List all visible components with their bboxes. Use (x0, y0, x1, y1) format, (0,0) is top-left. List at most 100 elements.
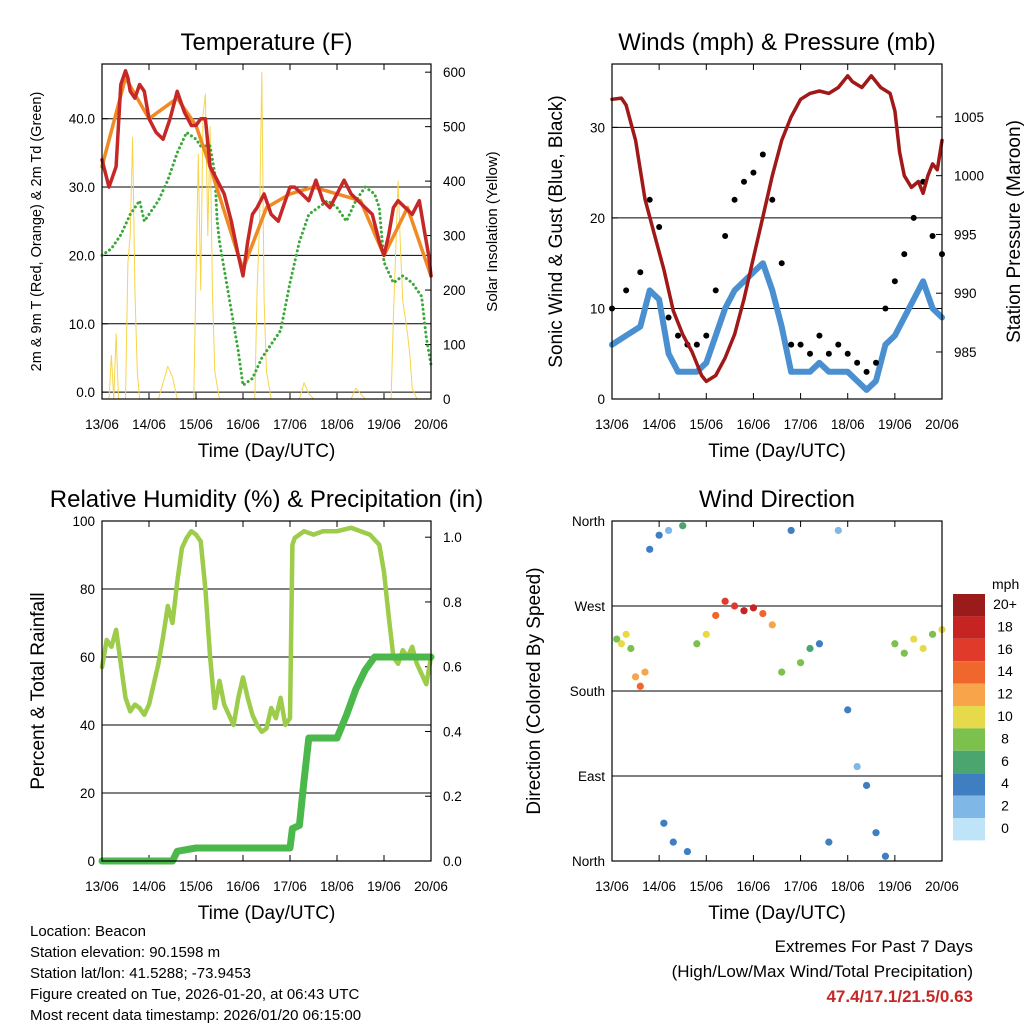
direction-ylabel: Direction (Colored By Speed) (524, 567, 545, 814)
humidity-xtick-label: 14/06 (132, 879, 166, 894)
humidity-xtick-label: 13/06 (85, 879, 119, 894)
direction-dot (641, 668, 649, 676)
colorbar-swatch (953, 661, 985, 684)
colorbar-label: 2 (1001, 798, 1009, 814)
temp-2m-line (100, 69, 433, 278)
gust-dot (665, 314, 672, 321)
direction-dot (622, 630, 630, 638)
gust-dot (891, 278, 898, 285)
direction-ytick-label: East (578, 769, 605, 784)
extremes-box: Extremes For Past 7 Days (High/Low/Max W… (553, 934, 973, 1009)
colorbar-swatch (953, 683, 985, 706)
temperature-y2tick-label: 400 (443, 174, 466, 189)
colorbar-label: 12 (997, 686, 1013, 702)
gust-dot (807, 350, 813, 357)
direction-ytick-label: North (572, 854, 605, 869)
gust-dot (712, 287, 719, 294)
humidity-y2tick-label: 1.0 (443, 530, 462, 545)
direction-dot (683, 847, 692, 856)
winds-xtick-label: 20/06 (925, 417, 959, 432)
direction-dot (910, 635, 918, 643)
direction-xtick-label: 13/06 (595, 879, 629, 894)
temperature-y2tick-label: 200 (443, 283, 466, 298)
colorbar-label: 0 (1001, 820, 1009, 836)
direction-dot (740, 607, 748, 615)
total-rainfall-line (98, 653, 435, 865)
humidity-ytick-label: 0 (87, 854, 95, 869)
direction-dot (891, 640, 899, 648)
temperature-xtick-label: 18/06 (320, 417, 354, 432)
humidity-xtick-label: 19/06 (367, 879, 401, 894)
gust-dot (825, 350, 832, 357)
gust-dot (741, 178, 747, 185)
humidity-xlabel: Time (Day/UTC) (198, 903, 336, 924)
colorbar-swatch (953, 594, 985, 617)
humidity-ytick-label: 60 (80, 650, 95, 665)
temperature-y2tick-label: 0 (443, 392, 451, 407)
temperature-xtick-label: 13/06 (85, 417, 119, 432)
direction-dot (669, 838, 677, 846)
direction-dot (660, 819, 668, 827)
colorbar-swatch (953, 616, 985, 639)
humidity-y2tick-label: 0.8 (443, 595, 462, 610)
gust-dot (816, 332, 823, 339)
winds-xtick-label: 18/06 (831, 417, 865, 432)
direction-dot (881, 852, 890, 860)
gust-dot (882, 305, 889, 312)
direction-dot (702, 630, 710, 638)
temp-9m-line (100, 75, 433, 278)
gust-dot (854, 359, 861, 366)
direction-dot (759, 609, 767, 618)
gust-dot (835, 341, 842, 348)
location-text: Location: Beacon (30, 923, 146, 940)
temperature-y2tick-label: 300 (443, 229, 466, 244)
gust-dot (788, 341, 795, 348)
gust-dot (722, 233, 729, 240)
colorbar-label: 14 (997, 663, 1013, 679)
direction-dot (778, 668, 786, 676)
gust-dot (750, 169, 757, 176)
gust-dot (929, 233, 936, 240)
gust-dot (844, 350, 851, 357)
temperature-ylabel: 2m & 9m T (Red, Orange) & 2m Td (Green) (29, 92, 45, 372)
gust-dot (873, 359, 879, 366)
direction-dot (664, 526, 673, 535)
humidity-ytick-label: 40 (80, 718, 95, 733)
direction-xtick-label: 18/06 (831, 879, 865, 894)
created-text: Figure created on Tue, 2026-01-20, at 06… (30, 986, 360, 1003)
direction-dot (749, 604, 758, 612)
direction-dot (712, 611, 720, 620)
temperature-y2tick-label: 500 (443, 120, 466, 135)
direction-dot (815, 640, 824, 648)
direction-dot (844, 706, 852, 714)
colorbar-swatch (953, 818, 985, 841)
extremes-values: 47.4/17.1/21.5/0.63 (826, 987, 973, 1006)
temperature-ytick-label: 40.0 (69, 112, 95, 127)
direction-dot (721, 597, 729, 605)
temperature-ylabel-right: Solar Insolation (Yellow) (484, 151, 501, 311)
humidity-ylabel: Percent & Total Rainfall (28, 592, 49, 789)
colorbar-label: 16 (997, 641, 1013, 657)
extremes-heading: Extremes For Past 7 Days (774, 937, 973, 956)
colorbar-swatch (953, 773, 985, 796)
latlon-text: Station lat/lon: 41.5288; -73.9453 (30, 965, 252, 982)
winds-plot-border (611, 63, 943, 400)
humidity-xtick-label: 18/06 (320, 879, 354, 894)
colorbar-swatch (953, 750, 985, 774)
recent-text: Most recent data timestamp: 2026/01/20 0… (30, 1007, 362, 1024)
gust-dot (901, 251, 908, 258)
gust-dot (778, 260, 785, 267)
direction-dot (768, 621, 776, 629)
direction-dot (613, 635, 621, 643)
direction-dot (631, 673, 640, 681)
winds-xtick-label: 16/06 (737, 417, 771, 432)
direction-dot (636, 682, 644, 690)
direction-dot (679, 522, 687, 530)
direction-dot (787, 526, 795, 535)
humidity-y2tick-label: 0.2 (443, 789, 462, 804)
direction-dot (646, 545, 654, 553)
winds-xtick-label: 19/06 (878, 417, 912, 432)
direction-dot (655, 531, 663, 539)
humidity-ytick-label: 80 (80, 582, 95, 597)
